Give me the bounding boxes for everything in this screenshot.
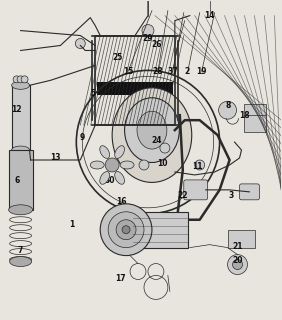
Text: 7: 7	[17, 246, 23, 255]
Bar	[12, 85, 30, 150]
Text: 14: 14	[204, 11, 215, 20]
Circle shape	[105, 158, 119, 172]
Text: 30: 30	[105, 176, 115, 185]
Ellipse shape	[100, 172, 110, 184]
Circle shape	[142, 25, 154, 36]
Text: 15: 15	[123, 67, 134, 76]
Text: 18: 18	[239, 111, 250, 120]
Text: 3: 3	[228, 190, 233, 200]
Ellipse shape	[137, 111, 167, 149]
Text: 25: 25	[112, 53, 122, 62]
Circle shape	[233, 260, 243, 269]
Ellipse shape	[9, 205, 32, 215]
Ellipse shape	[90, 161, 104, 169]
Text: 12: 12	[11, 105, 21, 114]
Text: 26: 26	[151, 40, 162, 49]
Text: 29: 29	[143, 34, 153, 43]
Circle shape	[116, 220, 136, 240]
Text: 24: 24	[151, 136, 162, 145]
Ellipse shape	[12, 146, 30, 154]
Text: 6: 6	[14, 176, 19, 185]
Text: 2: 2	[185, 67, 190, 76]
Text: 8: 8	[225, 101, 231, 110]
Text: 19: 19	[196, 67, 207, 76]
Text: 16: 16	[116, 197, 127, 206]
FancyBboxPatch shape	[184, 180, 208, 200]
Ellipse shape	[12, 81, 30, 89]
Bar	[97, 82, 173, 95]
Circle shape	[17, 76, 24, 83]
Text: 20: 20	[233, 256, 243, 265]
Text: 13: 13	[50, 153, 61, 162]
Text: 28: 28	[153, 67, 163, 76]
Circle shape	[139, 160, 149, 170]
Ellipse shape	[125, 98, 179, 163]
Text: 11: 11	[192, 162, 202, 171]
Bar	[133, 212, 188, 248]
Circle shape	[21, 76, 28, 83]
Circle shape	[13, 76, 20, 83]
Circle shape	[108, 212, 144, 248]
Ellipse shape	[112, 88, 192, 182]
Circle shape	[75, 38, 85, 49]
Text: 1: 1	[70, 220, 75, 229]
Ellipse shape	[100, 146, 110, 158]
FancyBboxPatch shape	[239, 184, 259, 200]
Text: 17: 17	[116, 274, 126, 283]
Ellipse shape	[10, 257, 32, 267]
Text: 5: 5	[91, 89, 96, 98]
Text: 10: 10	[157, 159, 167, 168]
Ellipse shape	[115, 172, 125, 184]
Ellipse shape	[120, 161, 134, 169]
Circle shape	[100, 204, 152, 256]
Text: 21: 21	[233, 242, 243, 251]
Circle shape	[219, 101, 237, 119]
Bar	[228, 230, 255, 248]
Text: 22: 22	[178, 191, 188, 200]
Circle shape	[228, 255, 248, 275]
Ellipse shape	[115, 146, 125, 158]
Text: 9: 9	[80, 133, 85, 142]
Bar	[244, 104, 266, 132]
Bar	[9, 150, 32, 210]
Circle shape	[122, 226, 130, 234]
Text: 37: 37	[168, 67, 179, 76]
Circle shape	[160, 143, 170, 153]
Circle shape	[195, 160, 205, 170]
